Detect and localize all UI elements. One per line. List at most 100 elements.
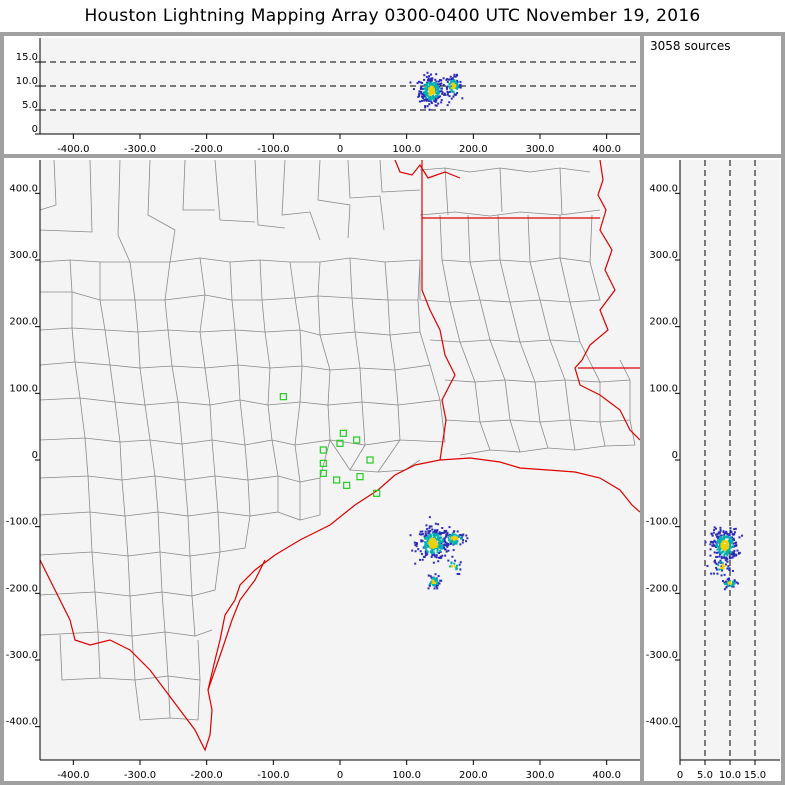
lightning-source (441, 540, 444, 543)
lightning-source (709, 540, 712, 543)
lightning-source (417, 93, 420, 96)
lightning-source (718, 568, 721, 571)
x-tick-label: 0 (337, 144, 343, 155)
y-tick-label: -400.0 (6, 717, 38, 728)
lightning-source (442, 77, 445, 80)
county-boundaries (40, 160, 636, 721)
lightning-source (462, 539, 465, 542)
lma-station-marker (343, 481, 351, 489)
lightning-source (735, 553, 738, 556)
lightning-source (446, 85, 449, 88)
lightning-source (429, 582, 432, 585)
lightning-source (449, 540, 452, 543)
lightning-source (428, 527, 431, 530)
lightning-source (415, 545, 418, 548)
lightning-source (452, 542, 455, 545)
lightning-source (459, 568, 462, 571)
lightning-source (432, 94, 435, 97)
lightning-source (730, 551, 733, 554)
lightning-source (426, 550, 429, 553)
lightning-source (421, 81, 424, 84)
lightning-source (448, 534, 451, 537)
lightning-source (416, 82, 419, 85)
lightning-source (721, 564, 724, 567)
lightning-source (447, 559, 450, 562)
lightning-source (420, 90, 423, 93)
lightning-source (716, 533, 719, 536)
lightning-source (726, 567, 729, 570)
lightning-source (429, 530, 432, 533)
lightning-source (411, 549, 414, 552)
lightning-source (725, 542, 728, 545)
y-tick-label: 300.0 (649, 250, 678, 261)
lightning-source (445, 542, 448, 545)
lightning-source (429, 77, 432, 80)
lightning-source (465, 534, 468, 537)
lightning-source (439, 533, 442, 536)
lightning-source (433, 543, 436, 546)
lightning-source (728, 538, 731, 541)
lightning-source (451, 82, 454, 85)
lightning-source (448, 539, 451, 542)
lightning-source (721, 563, 724, 566)
lightning-source (445, 550, 448, 553)
lightning-source (432, 534, 435, 537)
lightning-source (454, 559, 457, 562)
lightning-source (430, 91, 433, 94)
lightning-source (439, 555, 442, 558)
lightning-source (430, 79, 433, 82)
lightning-source (728, 568, 731, 571)
lightning-source (455, 536, 458, 539)
lightning-source (442, 546, 445, 549)
lightning-source (734, 542, 737, 545)
lightning-source (732, 583, 735, 586)
lightning-source (444, 93, 447, 96)
lightning-source (458, 85, 461, 88)
lightning-source (722, 541, 725, 544)
plan-view-panel: -400.0 -300.0 -200.0 -100.0 0 100.0 200.0 300.0… (6, 160, 640, 781)
lightning-source (435, 80, 438, 83)
lightning-source (429, 80, 432, 83)
lightning-source (453, 73, 456, 76)
lightning-source (462, 533, 465, 536)
lightning-source (718, 555, 721, 558)
lightning-source (726, 542, 729, 545)
lightning-source (731, 569, 734, 572)
lightning-source (455, 534, 458, 537)
lightning-source (731, 556, 734, 559)
lightning-source (409, 81, 412, 84)
lightning-source (436, 581, 439, 584)
lightning-source (724, 580, 727, 583)
lightning-source (732, 537, 735, 540)
lightning-source (456, 572, 459, 575)
lightning-source (721, 550, 724, 553)
lightning-source (734, 527, 737, 530)
lightning-source (436, 529, 439, 532)
lightning-source (431, 548, 434, 551)
lightning-source (456, 564, 459, 567)
lightning-source (435, 584, 438, 587)
lightning-source (728, 579, 731, 582)
y-tick-label: 0 (32, 450, 38, 461)
lightning-source (428, 92, 431, 95)
lightning-source (422, 93, 425, 96)
lightning-source (434, 544, 437, 547)
lma-station-marker (319, 459, 327, 467)
lightning-source (431, 528, 434, 531)
lightning-source (718, 549, 721, 552)
lightning-source (412, 88, 415, 91)
lightning-source (434, 536, 437, 539)
lightning-source (733, 579, 736, 582)
lightning-source (441, 92, 444, 95)
lightning-source (418, 533, 421, 536)
lightning-source (723, 543, 726, 546)
lightning-source (717, 532, 720, 535)
lightning-source (722, 546, 725, 549)
lightning-source (430, 538, 433, 541)
lightning-source (433, 81, 436, 84)
lightning-source (450, 537, 453, 540)
lightning-source (419, 558, 422, 561)
lightning-source (424, 543, 427, 546)
lightning-source (715, 563, 718, 566)
lightning-source (428, 516, 431, 519)
